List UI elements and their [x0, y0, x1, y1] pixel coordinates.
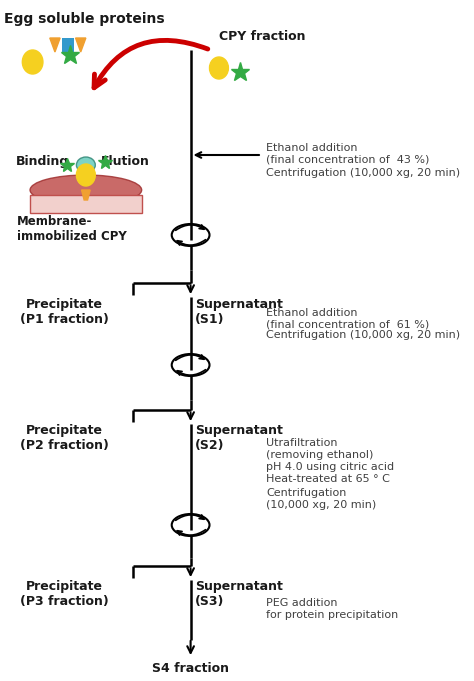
- Bar: [30, 195, 142, 213]
- Circle shape: [210, 57, 228, 79]
- Text: Precipitate
(P1 fraction): Precipitate (P1 fraction): [20, 298, 109, 326]
- Text: Utrafiltration
(removing ethanol): Utrafiltration (removing ethanol): [266, 438, 374, 460]
- Text: CPY fraction: CPY fraction: [219, 30, 305, 43]
- Text: Supernatant
(S2): Supernatant (S2): [195, 424, 283, 452]
- FancyBboxPatch shape: [62, 38, 74, 52]
- Text: Precipitate
(P2 fraction): Precipitate (P2 fraction): [20, 424, 109, 452]
- Text: Binding: Binding: [16, 155, 69, 168]
- Text: Centrifugation (10,000 xg, 20 min): Centrifugation (10,000 xg, 20 min): [266, 330, 460, 340]
- Polygon shape: [75, 38, 86, 52]
- Circle shape: [76, 164, 95, 186]
- Text: Egg soluble proteins: Egg soluble proteins: [4, 12, 165, 26]
- Text: Centrifugation
(10,000 xg, 20 min): Centrifugation (10,000 xg, 20 min): [266, 488, 376, 509]
- Ellipse shape: [30, 175, 142, 205]
- Ellipse shape: [76, 157, 95, 173]
- Polygon shape: [82, 190, 90, 200]
- Text: Centrifugation (10,000 xg, 20 min): Centrifugation (10,000 xg, 20 min): [266, 168, 460, 178]
- Text: Elution: Elution: [101, 155, 150, 168]
- Text: S4 fraction: S4 fraction: [152, 662, 229, 675]
- Text: Membrane-
immobilized CPY: Membrane- immobilized CPY: [17, 215, 127, 243]
- Polygon shape: [50, 38, 60, 52]
- Text: Precipitate
(P3 fraction): Precipitate (P3 fraction): [20, 580, 109, 608]
- Text: Ethanol addition
(final concentration of  61 %): Ethanol addition (final concentration of…: [266, 308, 429, 330]
- Text: Supernatant
(S3): Supernatant (S3): [195, 580, 283, 608]
- Text: Supernatant
(S1): Supernatant (S1): [195, 298, 283, 326]
- Text: pH 4.0 using citric acid
Heat-treated at 65 ° C: pH 4.0 using citric acid Heat-treated at…: [266, 462, 394, 484]
- Text: PEG addition
for protein precipitation: PEG addition for protein precipitation: [266, 598, 399, 620]
- Circle shape: [22, 50, 43, 74]
- Text: Ethanol addition
(final concentration of  43 %): Ethanol addition (final concentration of…: [266, 143, 429, 165]
